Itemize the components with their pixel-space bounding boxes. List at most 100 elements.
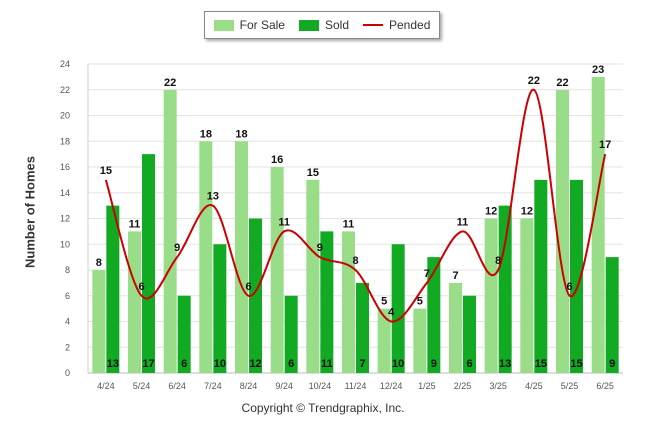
bar-sold: [142, 154, 155, 373]
bar-for-sale: [449, 282, 462, 373]
data-label-pended: 13: [207, 191, 219, 203]
y-tick-label: 10: [60, 239, 70, 249]
legend-item-pended[interactable]: Pended: [363, 18, 430, 32]
bar-sold: [320, 231, 334, 373]
data-label-pended: 17: [599, 139, 611, 151]
data-label-sold: 10: [392, 358, 404, 370]
x-tick-label: 4/25: [525, 381, 543, 391]
bar-for-sale: [591, 76, 605, 373]
y-tick-label: 0: [65, 368, 70, 378]
data-label-sold: 11: [321, 358, 333, 370]
x-tick-label: 9/24: [275, 381, 293, 391]
y-tick-label: 2: [65, 342, 70, 352]
bar-sold: [570, 179, 583, 373]
y-tick-label: 6: [65, 291, 70, 301]
y-tick-label: 24: [60, 59, 70, 69]
y-tick-label: 18: [60, 136, 70, 146]
bar-for-sale: [484, 218, 498, 373]
bar-series: [92, 76, 619, 373]
bar-sold: [427, 257, 441, 373]
bar-sold: [534, 179, 548, 373]
x-tick-label: 3/25: [489, 381, 507, 391]
data-label-for-sale: 11: [129, 218, 141, 230]
bar-sold: [498, 205, 512, 373]
data-label-for-sale: 5: [417, 296, 423, 308]
data-label-pended: 6: [245, 281, 251, 293]
data-label-pended: 8: [352, 255, 358, 267]
data-label-for-sale: 11: [343, 218, 355, 230]
y-tick-label: 20: [60, 111, 70, 121]
data-label-pended: 22: [528, 75, 540, 87]
data-label-for-sale: 23: [592, 64, 604, 76]
y-tick-label: 4: [65, 317, 70, 327]
data-label-sold: 6: [466, 358, 472, 370]
bar-sold: [356, 282, 369, 373]
data-label-pended: 11: [457, 216, 469, 228]
x-tick-label: 10/24: [309, 381, 332, 391]
bar-for-sale: [235, 141, 248, 373]
data-label-for-sale: 5: [381, 296, 387, 308]
x-tick-label: 8/24: [240, 381, 258, 391]
bar-for-sale: [377, 308, 391, 373]
data-label-for-sale: 16: [271, 154, 283, 166]
data-label-pended: 4: [388, 307, 395, 319]
legend-swatch-pended: [363, 24, 383, 26]
pended-line: [104, 88, 607, 323]
data-label-for-sale: 15: [307, 167, 319, 179]
bar-for-sale: [520, 218, 534, 373]
data-label-for-sale: 22: [556, 77, 568, 89]
data-label-pended: 6: [566, 281, 572, 293]
bar-for-sale: [163, 89, 177, 373]
x-tick-label: 12/24: [380, 381, 403, 391]
data-label-for-sale: 18: [200, 128, 212, 140]
bar-sold: [106, 205, 120, 373]
y-tick-label: 16: [60, 162, 70, 172]
x-tick-label: 5/24: [133, 381, 151, 391]
y-tick-label: 8: [65, 265, 70, 275]
data-label-for-sale: 18: [235, 128, 247, 140]
legend-label-sold: Sold: [324, 18, 349, 32]
data-label-for-sale: 12: [521, 206, 533, 218]
data-labels: 8 13 11 17 22 6 18 10 18 12 16 6 15 11 11 7 5 10 5 9 7 6 12 13 1…: [96, 64, 615, 370]
data-label-pended: 11: [278, 216, 290, 228]
data-label-pended: 9: [174, 242, 180, 254]
x-tick-label: 4/24: [97, 381, 115, 391]
y-tick-label: 12: [60, 214, 70, 224]
bar-sold: [213, 244, 227, 373]
y-tick-label: 14: [60, 188, 70, 198]
x-tick-label: 6/25: [596, 381, 614, 391]
x-tick-label: 2/25: [454, 381, 472, 391]
legend-item-sold[interactable]: Sold: [298, 18, 349, 32]
data-label-for-sale: 22: [164, 77, 176, 89]
legend-item-for-sale[interactable]: For Sale: [213, 18, 285, 32]
bar-for-sale: [556, 89, 569, 373]
bar-for-sale: [92, 270, 106, 373]
legend-swatch-sold: [298, 19, 319, 31]
data-label-for-sale: 7: [452, 270, 458, 282]
data-label-pended: 6: [138, 281, 144, 293]
data-label-sold: 9: [609, 358, 615, 370]
data-label-pended: 8: [495, 255, 501, 267]
bar-for-sale: [306, 179, 320, 373]
bar-for-sale: [270, 167, 284, 373]
bar-for-sale: [199, 141, 213, 373]
data-label-sold: 6: [288, 358, 294, 370]
data-label-sold: 17: [142, 358, 154, 370]
x-tick-label: 1/25: [418, 381, 436, 391]
data-label-sold: 10: [214, 358, 226, 370]
data-label-sold: 7: [359, 358, 365, 370]
y-tick-label: 22: [60, 85, 70, 95]
x-axis: 4/24 5/24 6/24 7/24 8/24 9/24 10/24 11/24 12/24 1…: [88, 372, 623, 391]
bar-for-sale: [413, 308, 427, 373]
data-label-sold: 13: [499, 358, 511, 370]
legend-label-pended: Pended: [389, 18, 431, 32]
data-label-pended: 7: [424, 268, 430, 280]
legend: For Sale Sold Pended: [204, 11, 440, 39]
data-label-sold: 15: [535, 358, 547, 370]
data-label-pended: 15: [100, 165, 112, 177]
data-label-for-sale: 8: [96, 257, 102, 269]
data-label-sold: 15: [570, 358, 582, 370]
bar-sold: [463, 295, 476, 373]
